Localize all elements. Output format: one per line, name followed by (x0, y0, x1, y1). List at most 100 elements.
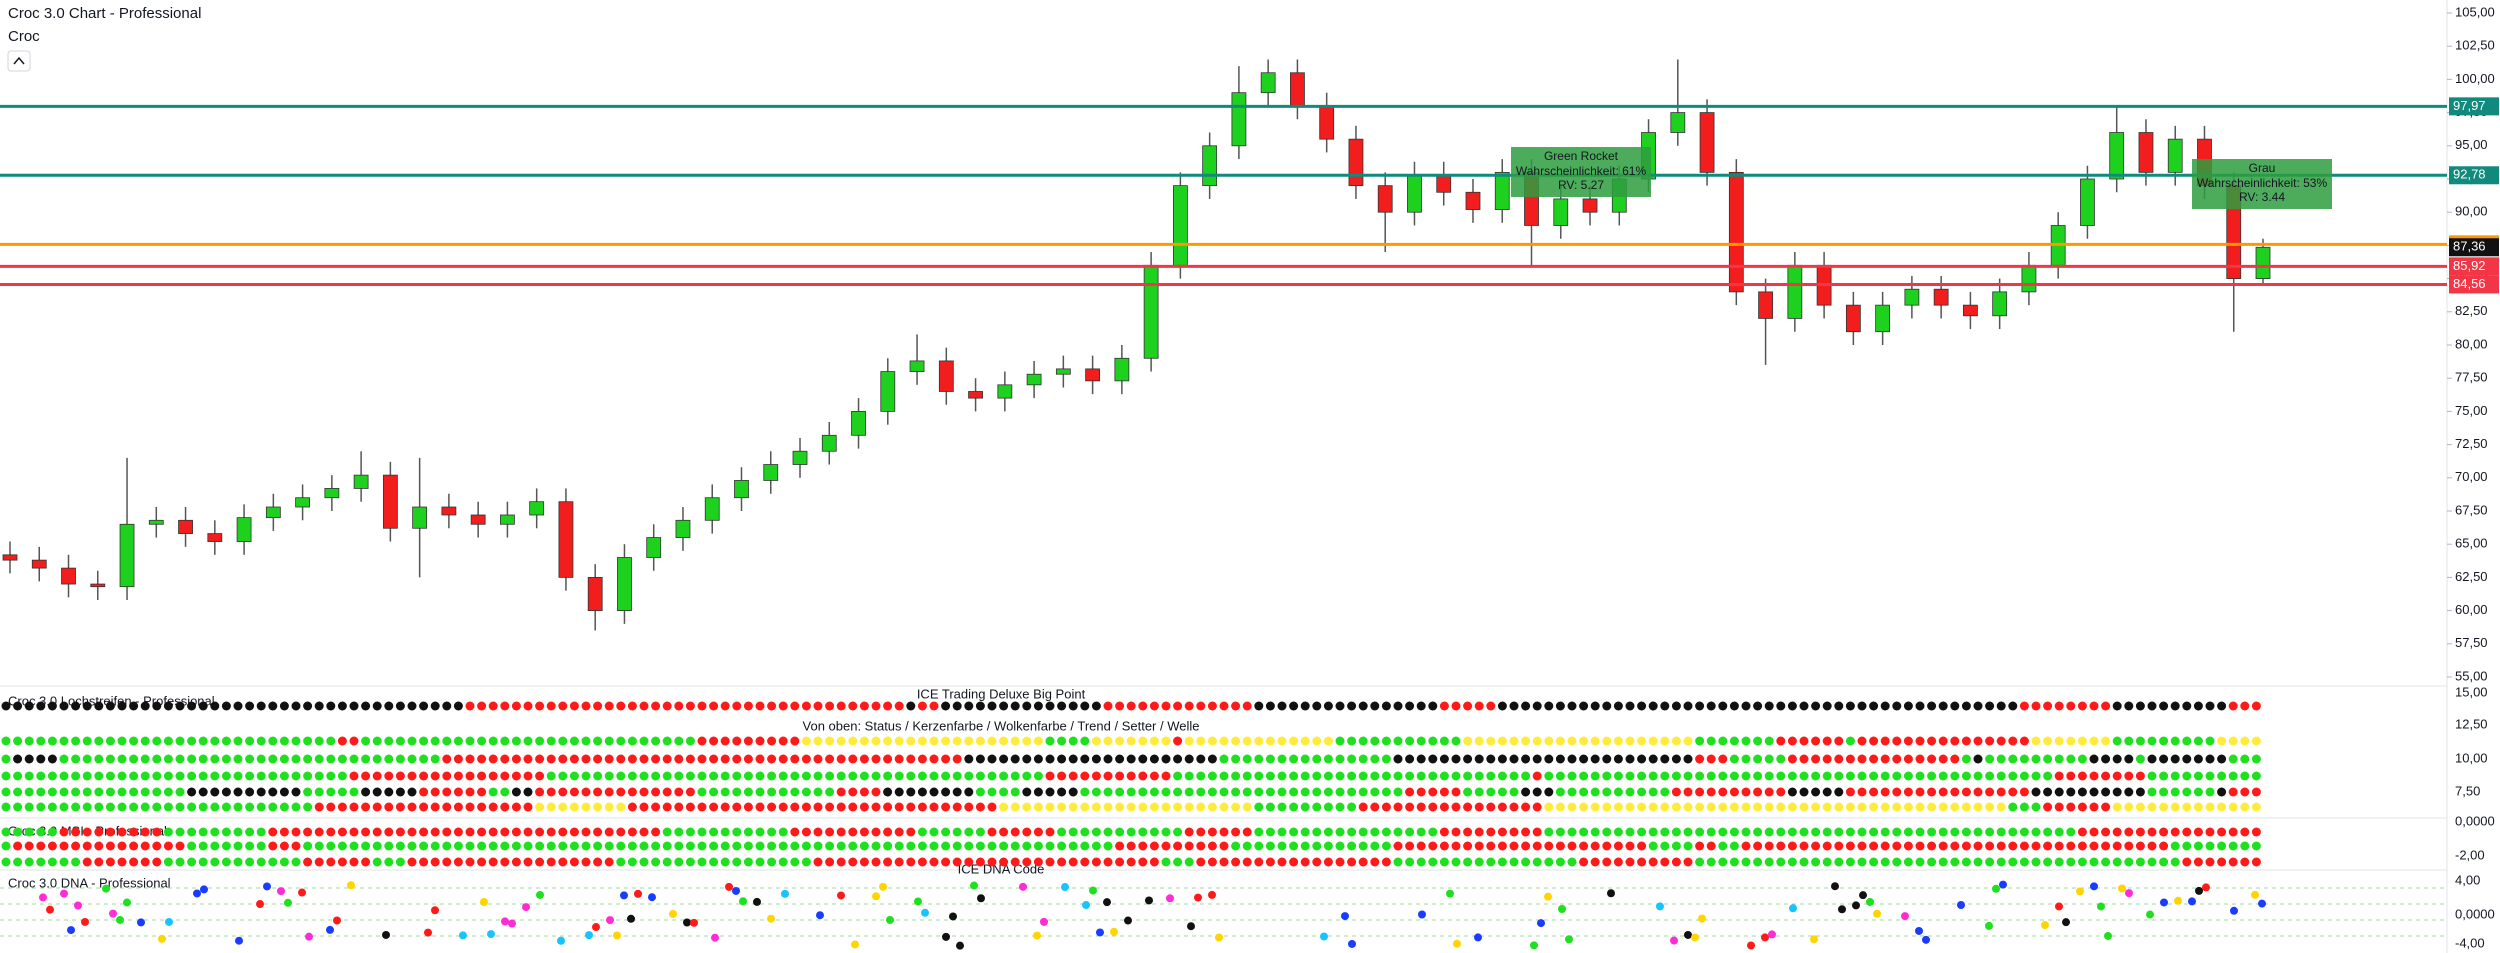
state-dot (2205, 802, 2215, 812)
state-dot (1370, 787, 1380, 797)
state-dot (558, 754, 568, 764)
state-dot (2008, 827, 2018, 837)
state-dot (1753, 736, 1763, 746)
state-dot (1474, 787, 1484, 797)
state-dot (1, 701, 11, 711)
state-dot (419, 754, 429, 764)
state-dot (1080, 827, 1090, 837)
dna-dot (1747, 941, 1755, 950)
state-dot (906, 841, 916, 851)
state-dot (2112, 701, 2122, 711)
state-dot (523, 771, 533, 781)
dna-dot (2258, 899, 2266, 908)
state-dot (1683, 701, 1693, 711)
state-dot (975, 701, 985, 711)
state-dot (593, 754, 603, 764)
state-dot (1532, 827, 1542, 837)
dna-dot (816, 911, 824, 920)
annotation-box (1511, 147, 1651, 197)
state-dot (1219, 754, 1229, 764)
state-dot (488, 736, 498, 746)
state-dot (71, 736, 81, 746)
state-dot (778, 857, 788, 867)
state-dot (1555, 701, 1565, 711)
state-dot (813, 802, 823, 812)
state-dot (1347, 841, 1357, 851)
state-dot (349, 701, 359, 711)
state-dot (1938, 802, 1948, 812)
state-dot (1938, 701, 1948, 711)
state-dot (685, 701, 695, 711)
state-dot (1068, 771, 1078, 781)
dna-dot (277, 887, 285, 896)
state-dot (825, 771, 835, 781)
state-dot (1254, 787, 1264, 797)
state-dot (558, 841, 568, 851)
state-dot (732, 857, 742, 867)
state-dot (314, 787, 324, 797)
state-dot (2066, 701, 2076, 711)
state-dot (616, 771, 626, 781)
state-dot (1022, 771, 1032, 781)
state-dot (256, 736, 266, 746)
state-dot (453, 841, 463, 851)
state-dot (917, 827, 927, 837)
state-dot (546, 841, 556, 851)
dna-dot (67, 926, 75, 935)
state-dot (1671, 787, 1681, 797)
state-dot (129, 857, 139, 867)
state-dot (871, 802, 881, 812)
state-dot (1231, 857, 1241, 867)
state-dot (1741, 701, 1751, 711)
state-dot (2008, 802, 2018, 812)
state-dot (1985, 787, 1995, 797)
state-dot (1671, 827, 1681, 837)
state-dot (709, 787, 719, 797)
state-dot (1068, 754, 1078, 764)
state-dot (569, 841, 579, 851)
candle-body (90, 583, 106, 588)
state-dot (1277, 841, 1287, 851)
state-dot (1451, 841, 1461, 851)
state-dot (1486, 841, 1496, 851)
state-dot (1231, 827, 1241, 837)
state-dot (245, 857, 255, 867)
state-dot (1242, 736, 1252, 746)
state-dot (1555, 857, 1565, 867)
state-dot (2228, 787, 2238, 797)
state-dot (47, 701, 57, 711)
state-dot (1625, 841, 1635, 851)
state-dot (1973, 771, 1983, 781)
state-dot (2182, 802, 2192, 812)
symbol-name[interactable]: Croc (8, 28, 40, 45)
state-dot (2147, 787, 2157, 797)
state-dot (2217, 787, 2227, 797)
collapse-button[interactable] (7, 50, 31, 72)
state-dot (813, 841, 823, 851)
state-dot (337, 736, 347, 746)
state-dot (500, 754, 510, 764)
state-dot (152, 802, 162, 812)
state-dot (1961, 754, 1971, 764)
state-dot (395, 771, 405, 781)
dna-dot (1691, 933, 1699, 942)
state-dot (1231, 701, 1241, 711)
state-dot (372, 701, 382, 711)
state-dot (1625, 787, 1635, 797)
state-dot (1590, 802, 1600, 812)
state-dot (1115, 857, 1125, 867)
state-dot (848, 736, 858, 746)
state-dot (140, 857, 150, 867)
state-dot (2170, 857, 2180, 867)
state-dot (2193, 754, 2203, 764)
state-dot (894, 827, 904, 837)
state-dot (1996, 787, 2006, 797)
state-dot (593, 857, 603, 867)
candle-body (704, 497, 720, 521)
state-dot (152, 771, 162, 781)
state-dot (337, 802, 347, 812)
state-dot (477, 857, 487, 867)
state-dot (395, 802, 405, 812)
state-dot (2031, 857, 2041, 867)
state-dot (2124, 771, 2134, 781)
